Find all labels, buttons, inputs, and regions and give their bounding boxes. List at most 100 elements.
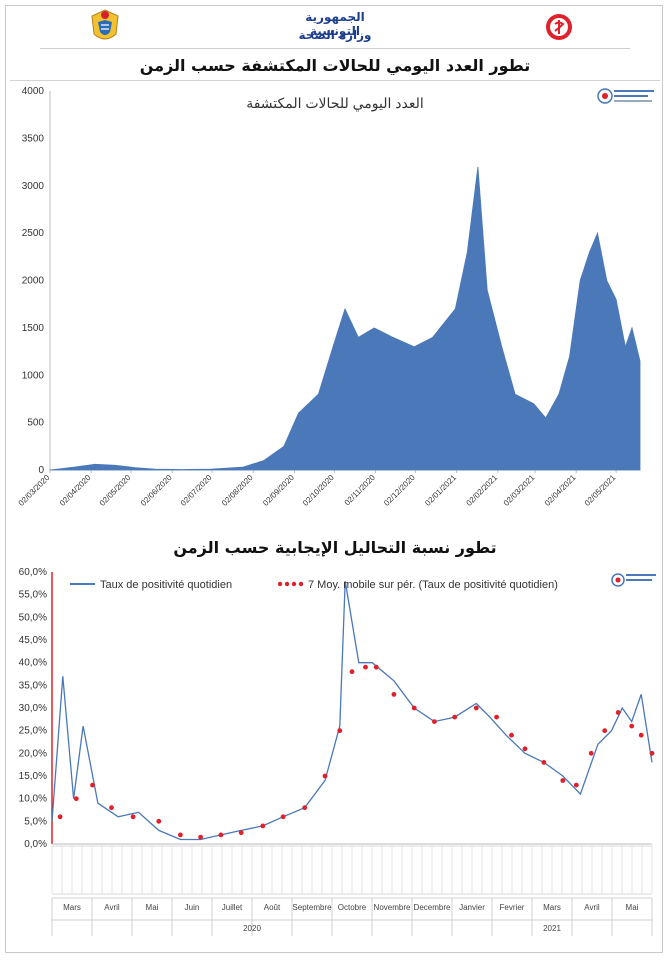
moving-average-point — [198, 834, 204, 840]
moving-average-point — [615, 710, 621, 715]
daily-cases-chart: 0 500 1000 1500 2000 2500 3000 3500 4000 02/03/20… — [17, 86, 654, 508]
x-tick-label: 02/07/2020 — [179, 473, 214, 508]
y-tick-label: 2000 — [22, 276, 45, 287]
x-tick-label: 02/11/2020 — [343, 473, 378, 508]
x-tick-label: 02/08/2020 — [220, 473, 255, 508]
month-label: Octobre — [338, 903, 367, 912]
y-tick-label: 1000 — [22, 370, 45, 381]
y-tick-label: 40,0% — [19, 658, 47, 669]
ministry-of-health-icon — [546, 14, 572, 40]
moving-average-point — [649, 750, 655, 756]
y-tick-label: 35,0% — [19, 680, 47, 691]
y-tick-label: 3500 — [22, 133, 45, 144]
chart-1-title: تطور العدد اليومي للحالات المكتشفة حسب ا… — [139, 56, 531, 75]
y-tick-label: 50,0% — [19, 612, 47, 623]
y-tick-label: 45,0% — [19, 635, 47, 646]
y-tick-label: 0,0% — [24, 839, 47, 850]
moving-average-point — [411, 705, 417, 711]
x-tick-label: 02/05/2020 — [98, 473, 133, 508]
ministry-line-1: الجمهورية التونسية — [305, 10, 365, 38]
moving-average-point — [57, 814, 63, 820]
page-frame — [5, 5, 663, 953]
moving-average-point — [452, 714, 458, 720]
moving-average-point — [337, 728, 343, 734]
month-label: Janvier — [459, 903, 485, 912]
x-tick-label: 02/03/2020 — [17, 473, 52, 508]
y-tick-label: 15,0% — [19, 771, 47, 782]
moving-average-point — [629, 723, 635, 729]
moving-average-point — [522, 746, 528, 752]
x-tick-label: 02/03/2021 — [502, 473, 537, 508]
header: الجمهورية التونسية وزارة الصحة — [0, 0, 670, 52]
observatory-logo — [597, 88, 654, 104]
moving-average-point — [560, 778, 566, 783]
moving-average-point — [473, 705, 479, 711]
moving-average-point — [349, 669, 355, 675]
moving-average-point — [109, 805, 114, 811]
y-tick-label: 500 — [27, 418, 44, 429]
month-label: Mai — [626, 903, 639, 912]
moving-average-point — [260, 823, 266, 829]
month-label: Septembre — [292, 903, 332, 912]
moving-average-point — [156, 818, 162, 824]
y-tick-label: 3000 — [22, 181, 45, 192]
moving-average-point — [373, 664, 379, 670]
y-tick-label: 0 — [38, 465, 44, 476]
moving-average-point — [178, 832, 183, 838]
chart-2-lines — [51, 580, 655, 841]
y-tick-label: 20,0% — [19, 748, 47, 759]
legend-label-moving-average: 7 Moy. mobile sur pér. (Taux de positivi… — [308, 579, 558, 591]
month-label: Mai — [146, 903, 159, 912]
y-tick-label: 30,0% — [19, 703, 47, 714]
moving-average-point — [509, 732, 514, 738]
y-tick-label: 55,0% — [19, 590, 47, 601]
month-label: Mars — [543, 903, 561, 912]
month-label: Août — [264, 903, 281, 912]
month-label: Avril — [104, 903, 120, 912]
x-tick-label: 02/10/2020 — [301, 473, 336, 508]
x-tick-label: 02/05/2021 — [583, 473, 618, 508]
chart-2-title: تطور نسبة التحاليل الإيجابية حسب الزمن — [173, 538, 497, 557]
chart-1-area-layer — [49, 166, 641, 471]
moving-average-point — [322, 773, 328, 779]
x-tick-label: 02/02/2021 — [465, 473, 500, 508]
ministry-line-2: وزارة الصحة — [298, 28, 372, 42]
chart-2-axes: 0,0% 5,0% 10,0% 15,0% 20,0% 25,0% 30,0% 35,0% 40… — [19, 567, 653, 936]
moving-average-point — [130, 814, 136, 820]
y-tick-label: 5,0% — [24, 816, 47, 827]
moving-average-point — [638, 732, 644, 738]
x-tick-label: 02/04/2021 — [543, 473, 578, 508]
y-tick-label: 25,0% — [19, 726, 47, 737]
positivity-rate-chart: 0,0% 5,0% 10,0% 15,0% 20,0% 25,0% 30,0% 35,0% 40… — [19, 567, 656, 936]
month-label: Decembre — [414, 903, 451, 912]
legend-label-daily: Taux de positivité quotidien — [100, 579, 232, 591]
y-tick-label: 1500 — [22, 323, 45, 334]
moving-average-series — [57, 664, 655, 840]
month-label: Avril — [584, 903, 600, 912]
y-tick-label: 10,0% — [19, 794, 47, 805]
daily-positivity-line — [51, 580, 653, 841]
moving-average-point — [432, 719, 437, 724]
legend-swatch-moving-average — [277, 581, 304, 587]
moving-average-point — [588, 750, 594, 756]
chart-1-annotation: العدد اليومي للحالات المكتشفة — [246, 95, 424, 112]
month-label: Juillet — [222, 903, 243, 912]
y-tick-label: 60,0% — [19, 567, 47, 578]
moving-average-point — [494, 714, 499, 720]
month-label: Juin — [185, 903, 200, 912]
year-label: 2020 — [243, 924, 261, 933]
observatory-logo — [611, 573, 656, 587]
moving-average-point — [573, 782, 579, 788]
moving-average-point — [90, 782, 95, 788]
x-tick-label: 02/04/2020 — [58, 473, 93, 508]
moving-average-point — [541, 760, 547, 765]
x-tick-label: 02/12/2020 — [382, 473, 417, 508]
month-label: Mars — [63, 903, 81, 912]
moving-average-point — [602, 728, 608, 734]
moving-average-point — [238, 830, 244, 836]
moving-average-point — [73, 796, 79, 802]
y-tick-label: 2500 — [22, 228, 45, 239]
moving-average-point — [280, 814, 286, 820]
moving-average-point — [363, 664, 368, 670]
moving-average-point — [391, 692, 397, 697]
